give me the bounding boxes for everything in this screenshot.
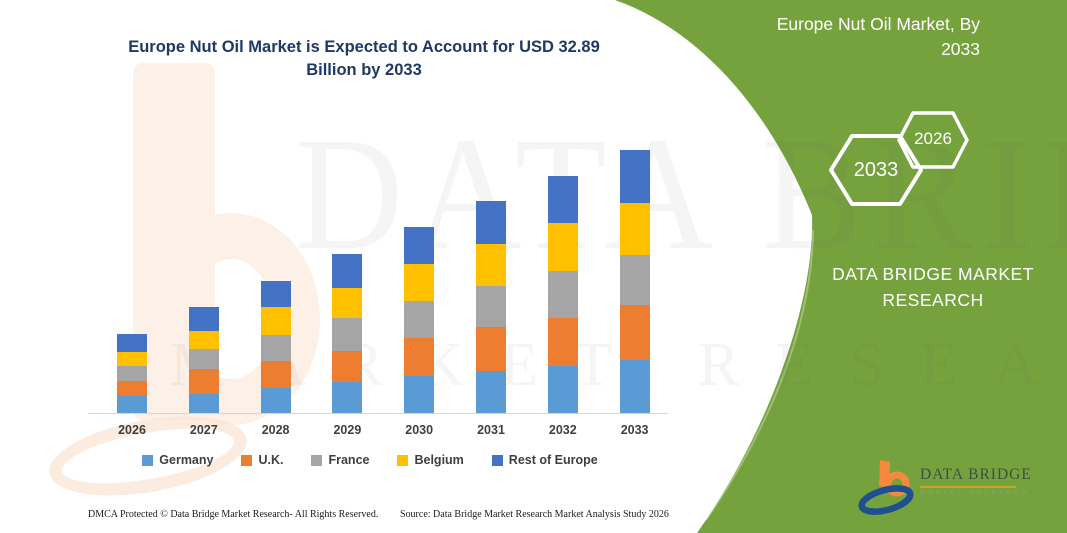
- chart-title: Europe Nut Oil Market is Expected to Acc…: [118, 36, 610, 82]
- bar-segment-2033-france: [619, 255, 650, 305]
- bar-segment-2031-germany: [476, 371, 506, 413]
- bar-segment-2027-rest-of-europe: [188, 307, 219, 331]
- x-axis-label-2033: 2033: [620, 423, 649, 437]
- x-axis-label-2027: 2027: [189, 423, 218, 437]
- logo-subtitle: MARKET RESEARCH: [920, 490, 1029, 497]
- legend-swatch-icon: [491, 454, 503, 466]
- legend-item-rest-of-europe: Rest of Europe: [491, 453, 598, 467]
- bar-segment-2031-u-k-: [476, 327, 506, 371]
- bar-segment-2030-germany: [404, 376, 435, 413]
- bar-segment-2029-rest-of-europe: [332, 254, 363, 288]
- logo-name: DATA BRIDGE: [920, 466, 1032, 483]
- x-axis-label-2028: 2028: [261, 423, 290, 437]
- bar-segment-2027-u-k-: [188, 369, 219, 394]
- stacked-bar-2028: [260, 281, 291, 413]
- bar-segment-2026-u-k-: [117, 381, 147, 396]
- bar-segment-2032-u-k-: [547, 318, 578, 366]
- bar-segment-2027-germany: [188, 394, 219, 413]
- legend-label: France: [328, 453, 370, 467]
- chart-title-line1: Europe Nut Oil Market is Expected to Acc…: [128, 38, 600, 56]
- side-panel-title-line1: Europe Nut Oil Market, By: [776, 14, 980, 34]
- legend-label: Germany: [159, 453, 214, 467]
- stacked-bar-2030: [404, 227, 435, 413]
- bar-segment-2026-belgium: [117, 352, 147, 366]
- brand-name-line2: RESEARCH: [882, 290, 984, 311]
- bar-segment-2030-u-k-: [404, 338, 435, 376]
- hexagon-2033-label: 2033: [853, 159, 899, 181]
- footer-source-text: Source: Data Bridge Market Research Mark…: [400, 509, 669, 520]
- bar-segment-2033-belgium: [619, 203, 650, 255]
- legend-label: Belgium: [414, 453, 464, 467]
- legend-item-germany: Germany: [142, 453, 213, 467]
- stacked-bar-2031: [476, 201, 506, 413]
- logo-gold-rule: [920, 486, 1016, 488]
- bar-segment-2028-rest-of-europe: [260, 281, 291, 307]
- legend-item-u-k-: U.K.: [241, 453, 283, 467]
- side-panel-title: Europe Nut Oil Market, By 2033: [748, 12, 980, 63]
- bar-segment-2028-germany: [260, 388, 291, 413]
- bar-plot-area: [88, 150, 668, 413]
- bar-segment-2030-rest-of-europe: [404, 227, 435, 264]
- bar-segment-2026-france: [117, 366, 147, 381]
- bar-segment-2030-france: [404, 301, 435, 338]
- bar-segment-2032-rest-of-europe: [547, 176, 578, 223]
- chart-legend: Germany U.K. France Belgium Rest of Europe: [70, 453, 670, 467]
- chart-title-line2: Billion by 2033: [306, 61, 422, 80]
- bar-segment-2032-belgium: [547, 223, 578, 271]
- side-panel-edge-highlight: [705, 229, 814, 521]
- logo-d-swoosh: [858, 485, 914, 515]
- bar-segment-2029-germany: [332, 382, 363, 413]
- bar-segment-2031-france: [476, 286, 506, 327]
- x-axis-label-2031: 2031: [477, 423, 505, 437]
- footer-dmca-text: DMCA Protected © Data Bridge Market Rese…: [88, 509, 379, 520]
- legend-item-france: France: [311, 453, 369, 467]
- brand-name-block: DATA BRIDGE MARKET RESEARCH: [795, 261, 1067, 314]
- stacked-bar-2027: [188, 307, 219, 413]
- stacked-bar-2033: [619, 150, 650, 413]
- logo-text-block: DATA BRIDGE MARKET RESEARCH: [920, 466, 1032, 497]
- x-axis-label-2032: 2032: [548, 423, 577, 437]
- x-axis-label-2026: 2026: [118, 423, 146, 437]
- bar-segment-2026-rest-of-europe: [117, 334, 147, 352]
- data-bridge-logo-icon: [858, 460, 914, 515]
- x-axis-label-2029: 2029: [333, 423, 362, 437]
- bar-segment-2030-belgium: [404, 264, 435, 301]
- stacked-bar-2026: [117, 334, 147, 413]
- brand-name-line1: DATA BRIDGE MARKET: [832, 264, 1034, 284]
- x-axis-labels: 2026 2027 2028 2029 2030 2031 2032 2033: [88, 423, 668, 441]
- bar-segment-2026-germany: [117, 396, 147, 413]
- legend-item-belgium: Belgium: [397, 453, 464, 467]
- bar-segment-2031-belgium: [476, 244, 506, 286]
- bar-segment-2027-france: [188, 349, 219, 369]
- bar-segment-2033-rest-of-europe: [619, 150, 650, 203]
- bar-segment-2029-belgium: [332, 288, 363, 318]
- bar-segment-2027-belgium: [188, 331, 219, 349]
- hexagon-2026-label: 2026: [914, 129, 952, 148]
- x-axis-line: [88, 413, 668, 414]
- bar-segment-2033-germany: [619, 360, 650, 413]
- legend-swatch-icon: [397, 454, 409, 466]
- bar-segment-2029-france: [332, 318, 363, 351]
- bar-segment-2028-belgium: [260, 307, 291, 335]
- bar-segment-2032-germany: [547, 366, 578, 413]
- x-axis-label-2030: 2030: [405, 423, 434, 437]
- legend-label: U.K.: [258, 453, 284, 467]
- legend-swatch-icon: [142, 454, 154, 466]
- bar-segment-2031-rest-of-europe: [476, 201, 506, 244]
- legend-swatch-icon: [311, 454, 323, 466]
- stacked-bar-2032: [547, 176, 578, 413]
- logo-b-bowl: [884, 471, 910, 497]
- stacked-bar-2029: [332, 254, 363, 413]
- bar-segment-2028-france: [260, 335, 291, 361]
- bar-segment-2028-u-k-: [260, 361, 291, 388]
- bar-segment-2032-france: [547, 271, 578, 318]
- side-panel-title-line2: 2033: [941, 39, 980, 60]
- bar-segment-2029-u-k-: [332, 351, 363, 382]
- legend-label: Rest of Europe: [508, 453, 598, 467]
- bar-segment-2033-u-k-: [619, 305, 650, 360]
- legend-swatch-icon: [241, 454, 253, 466]
